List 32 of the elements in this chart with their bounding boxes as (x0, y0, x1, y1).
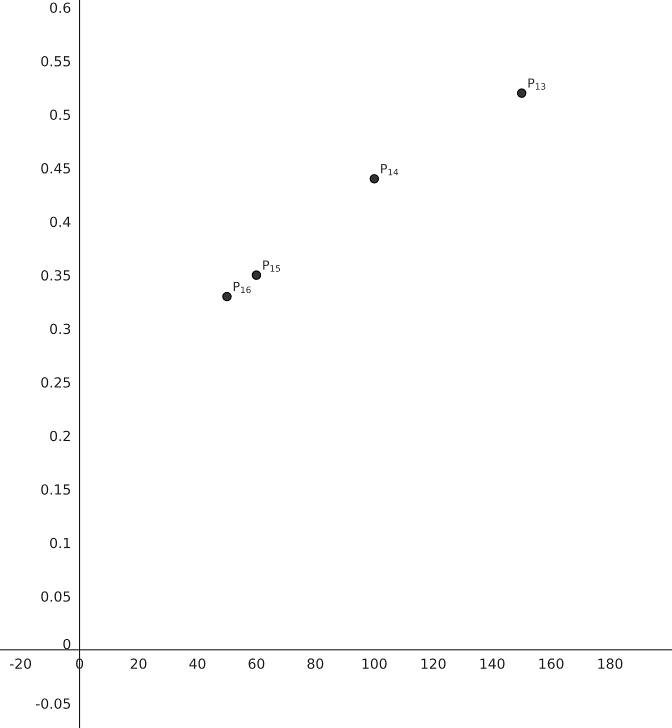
annotation: P$_{13}$ (528, 78, 546, 90)
x-tick-label: 120 (422, 658, 446, 669)
y-tick-label: 0.4 (50, 216, 70, 228)
y-tick-label: 0.25 (41, 377, 70, 388)
x-tick-label: 60 (248, 658, 264, 669)
y-tick-label: -0.05 (36, 698, 70, 709)
annotation: P$_{15}$ (263, 260, 280, 272)
x-tick-label: 80 (307, 658, 324, 669)
point (516, 88, 526, 98)
y-tick-label: 0.2 (50, 430, 70, 442)
y-tick-label: 0.3 (50, 324, 70, 334)
x-tick-label: 100 (362, 658, 387, 669)
point (252, 270, 262, 280)
y-tick-label: 0.6 (50, 2, 70, 13)
y-tick-label: 0.35 (41, 270, 70, 281)
x-tick-label: 40 (189, 658, 206, 669)
y-tick-label: 0.05 (41, 591, 70, 602)
x-tick-label: 20 (130, 658, 146, 669)
y-tick-label: 0 (63, 638, 70, 650)
y-tick-label: 0.1 (50, 538, 70, 548)
y-tick-label: 0.45 (41, 163, 70, 174)
x-tick-label: 140 (480, 658, 505, 669)
annotation: P$_{14}$ (381, 164, 398, 176)
y-tick-label: 0.15 (41, 484, 70, 495)
annotation: P$_{16}$ (234, 282, 251, 294)
y-tick-label: 0.5 (50, 110, 70, 120)
x-tick-label: 180 (598, 658, 622, 669)
point (370, 174, 380, 184)
y-tick-label: 0.55 (41, 56, 70, 66)
point (222, 292, 232, 302)
x-tick-label: -20 (10, 658, 32, 669)
x-tick-label: 160 (539, 658, 564, 669)
